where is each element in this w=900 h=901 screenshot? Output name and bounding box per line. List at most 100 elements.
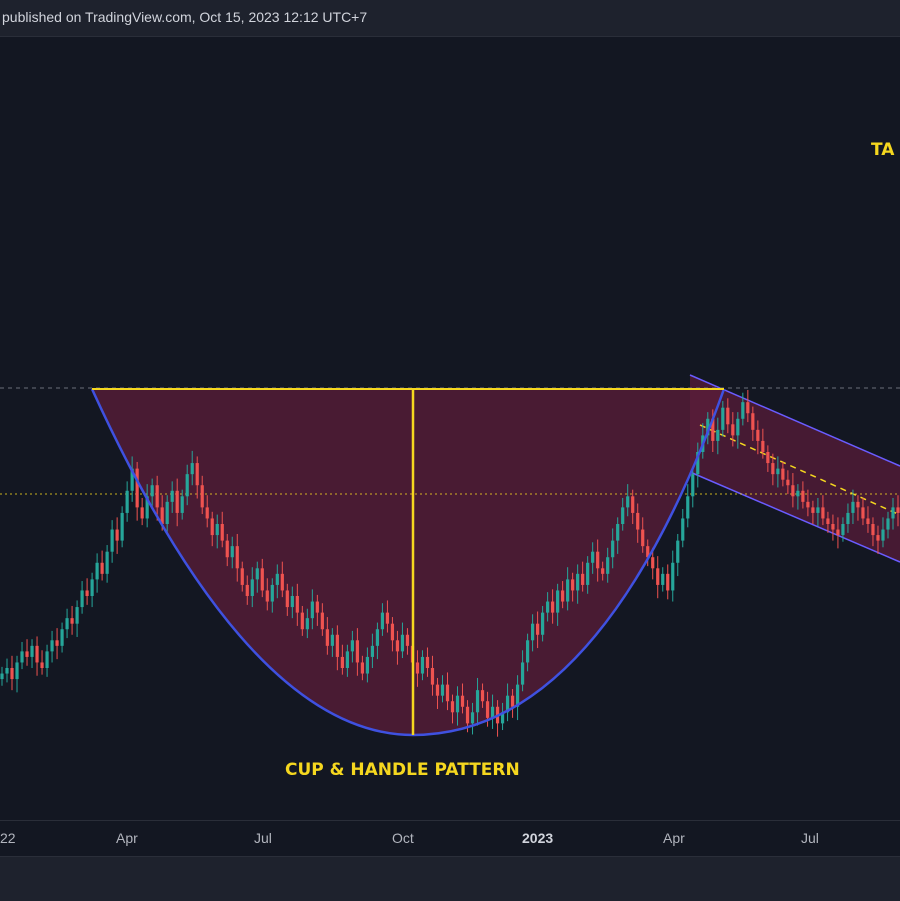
pattern-label: CUP & HANDLE PATTERN [285, 760, 520, 780]
target-label: TA [871, 140, 895, 160]
candle-up [420, 656, 425, 674]
time-axis-bar[interactable] [0, 820, 900, 857]
candle-up [165, 501, 169, 524]
candle-up [846, 512, 850, 524]
candle-up [110, 529, 114, 552]
candle-up [80, 590, 84, 608]
candle-up [566, 579, 570, 602]
x-tick-label: 22 [0, 830, 16, 846]
published-info: published on TradingView.com, Oct 15, 20… [2, 9, 368, 25]
candle-down [826, 518, 830, 524]
candle-up [736, 418, 740, 436]
candle-down [821, 507, 825, 519]
candle-down [636, 512, 640, 530]
candle-down [300, 612, 304, 630]
candle-down [831, 524, 835, 530]
candle-down [896, 507, 900, 513]
candle-up [120, 512, 124, 541]
candle-up [65, 618, 69, 630]
candle-up [190, 463, 194, 475]
candle-up [185, 474, 189, 497]
candle-up [105, 551, 109, 574]
candle-down [641, 529, 645, 547]
x-tick-label: Jul [254, 830, 272, 846]
candle-up [681, 518, 685, 541]
candle-up [50, 640, 54, 652]
candle-up [270, 584, 274, 602]
candle-up [706, 418, 710, 436]
candle-up [525, 640, 530, 663]
candle-up [591, 551, 595, 563]
candle-down [666, 573, 670, 591]
candle-down [285, 590, 289, 608]
candle-up [250, 579, 254, 596]
candle-up [150, 485, 154, 497]
candle-up [125, 490, 129, 513]
candle-up [696, 452, 700, 475]
candle-up [500, 712, 505, 724]
candle-down [195, 463, 199, 486]
candle-up [530, 623, 535, 641]
candle-up [440, 684, 445, 696]
candle-down [55, 640, 59, 646]
candle-down [450, 701, 455, 713]
candle-up [215, 524, 219, 536]
candle-down [245, 584, 249, 596]
candle-down [435, 684, 440, 696]
candle-down [10, 668, 14, 680]
candle-down [395, 640, 400, 652]
candle-up [95, 562, 99, 580]
candle-down [761, 440, 765, 452]
candle-up [676, 540, 680, 563]
candle-down [35, 645, 39, 663]
candle-down [535, 623, 540, 635]
candle-up [606, 557, 610, 574]
channel-mid-line [699, 424, 900, 516]
candle-down [360, 662, 365, 674]
candle-down [866, 518, 870, 524]
candle-up [691, 474, 695, 497]
candle-up [345, 651, 349, 668]
candle-down [786, 479, 790, 486]
candle-down [265, 590, 269, 602]
x-tick-label: Apr [663, 830, 685, 846]
candle-down [235, 546, 239, 569]
candle-up [515, 684, 520, 707]
candle-up [611, 540, 615, 558]
candle-up [621, 507, 625, 524]
candle-up [816, 507, 820, 513]
candle-up [60, 629, 64, 646]
candle-down [460, 695, 465, 707]
channel-bottom-line [689, 471, 900, 563]
candle-down [295, 596, 299, 613]
candle-down [480, 690, 485, 702]
candle-up [721, 407, 725, 430]
candle-down [325, 629, 329, 646]
candle-down [781, 468, 785, 480]
candle-up [881, 529, 885, 541]
candle-up [576, 573, 580, 591]
candle-down [601, 568, 605, 574]
candle-up [45, 651, 49, 668]
candle-down [160, 507, 164, 524]
x-tick-label: Oct [392, 830, 414, 846]
candle-up [130, 468, 134, 491]
candle-down [135, 468, 139, 508]
candle-up [30, 645, 34, 657]
candle-up [170, 490, 174, 502]
candle-up [90, 579, 94, 596]
candle-up [556, 590, 560, 613]
candle-down [596, 551, 600, 569]
candle-up [586, 562, 590, 585]
candle-up [490, 706, 495, 718]
candle-down [240, 568, 244, 585]
candle-up [5, 668, 9, 674]
candle-up [350, 640, 354, 652]
candle-up [230, 546, 234, 558]
candle-up [275, 573, 279, 585]
candle-down [856, 501, 860, 508]
candle-down [876, 535, 880, 541]
candle-down [175, 490, 179, 513]
candle-down [205, 507, 209, 519]
